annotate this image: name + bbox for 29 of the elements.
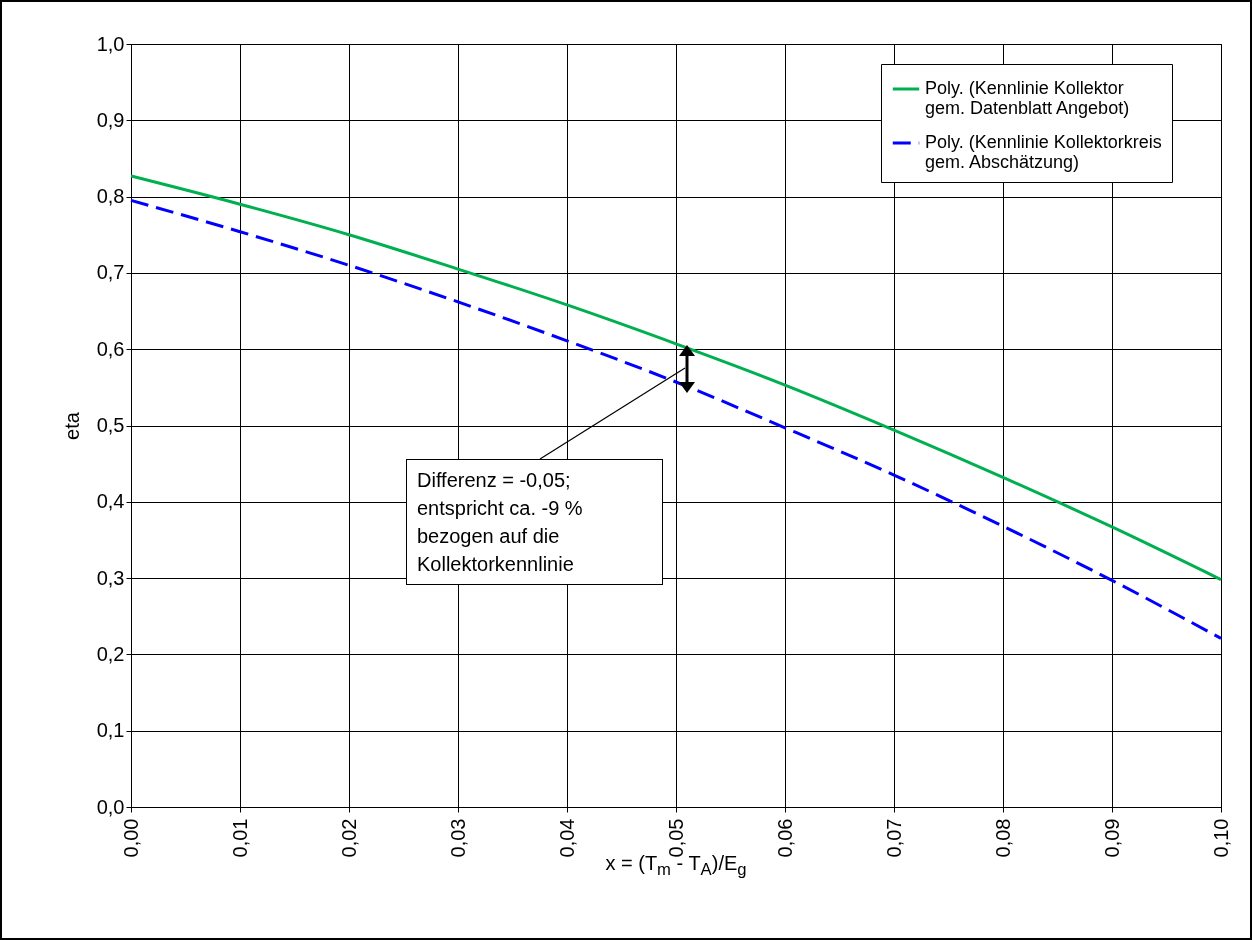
x-tick-label: 0,05 [664,818,687,858]
x-tick-label: 0,04 [555,818,578,858]
y-tick-label: 0,2 [96,642,125,665]
y-tick-label: 1,0 [96,32,125,55]
y-tick-label: 0,0 [96,795,125,818]
y-tick-label: 0,7 [96,261,125,284]
callout-box: Differenz = -0,05; entspricht ca. -9 % bezogen auf die Kollektorkennlinie [406,459,663,585]
x-tick-label: 0,00 [119,818,142,858]
x-tick-label: 0,06 [773,818,796,858]
line-series [129,198,1223,640]
x-tick-label: 0,10 [1209,818,1232,858]
y-tick-label: 0,1 [96,719,125,742]
y-tick-label: 0,5 [96,414,125,436]
y-tick-label: 0,4 [96,490,125,513]
x-tick-label: 0,07 [882,818,905,858]
x-tick-label: 0,09 [1100,818,1123,858]
x-tick-label: 0,08 [991,818,1014,858]
y-tick-label: 0,3 [96,566,125,589]
annotation: Differenz = -0,05; entspricht ca. -9 % bezogen auf die Kollektorkennlinie [417,468,584,577]
legend-label: Poly. (Kennlinie Kollektorkreis gem. Abschätzung) [925,132,1162,172]
y-tick-label: 0,8 [96,185,125,208]
legend-label: Poly. (Kennlinie Kollektor gem. Datenblatt Angebot) [925,78,1130,118]
x-tick-label: 0,03 [446,818,469,858]
y-axis-title: eta [60,411,83,440]
x-tick-label: 0,01 [228,818,251,858]
y-tick-label: 0,9 [96,108,125,131]
line-series [129,174,1223,582]
y-tick-label: 0,6 [96,337,125,360]
x-tick-label: 0,02 [337,818,360,858]
